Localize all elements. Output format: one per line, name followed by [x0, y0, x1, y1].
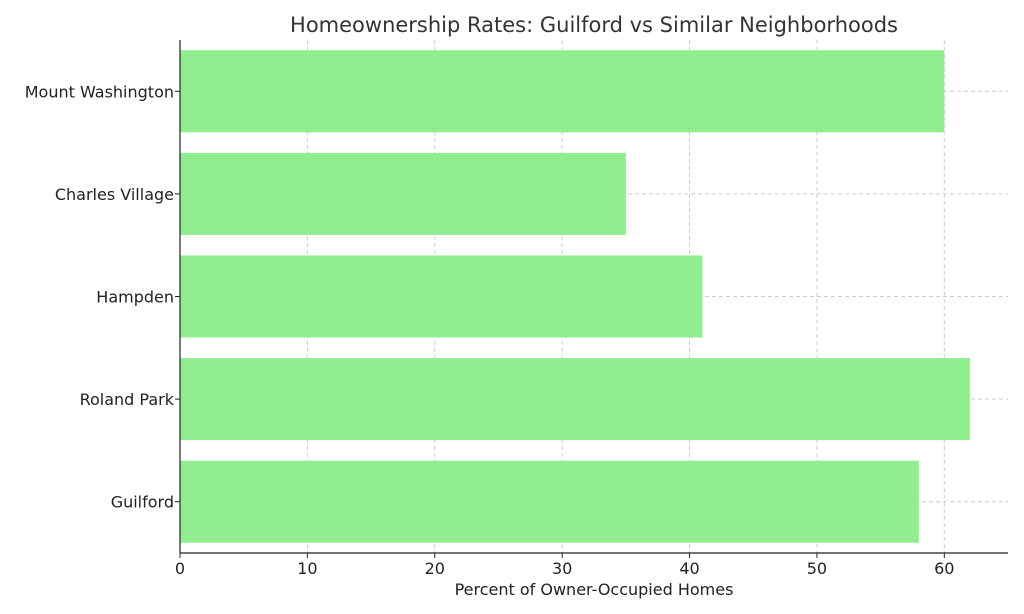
x-tick-label: 30	[552, 559, 572, 578]
x-axis-label: Percent of Owner-Occupied Homes	[455, 580, 734, 599]
x-tick-label: 40	[679, 559, 699, 578]
chart-title: Homeownership Rates: Guilford vs Similar…	[290, 13, 898, 37]
bar-charles-village	[180, 152, 626, 235]
x-tick-label: 60	[934, 559, 954, 578]
y-tick-label: Mount Washington	[25, 82, 174, 101]
y-tick-label: Hampden	[96, 288, 174, 307]
bar-roland-park	[180, 358, 970, 441]
bars	[180, 50, 970, 543]
x-tick-label: 50	[807, 559, 827, 578]
x-axis-ticks: 0 10 20 30 40 50 60	[175, 553, 954, 578]
x-tick-label: 20	[425, 559, 445, 578]
y-tick-label: Roland Park	[80, 390, 175, 409]
y-tick-label: Charles Village	[55, 185, 174, 204]
bar-guilford	[180, 460, 919, 543]
x-tick-label: 10	[297, 559, 317, 578]
y-axis-ticks: Guilford Roland Park Hampden Charles Villag…	[25, 82, 180, 512]
x-tick-label: 0	[175, 559, 185, 578]
bar-mount-washington	[180, 50, 945, 133]
bar-hampden	[180, 255, 703, 338]
y-tick-label: Guilford	[111, 493, 174, 512]
